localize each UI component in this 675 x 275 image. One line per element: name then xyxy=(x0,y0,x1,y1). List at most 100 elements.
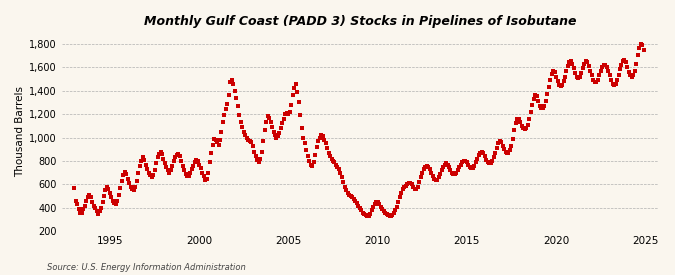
Point xyxy=(225,80,236,85)
Point xyxy=(557,82,568,87)
Point xyxy=(529,97,539,101)
Point xyxy=(74,207,84,211)
Point xyxy=(146,175,157,180)
Point xyxy=(212,140,223,144)
Point xyxy=(267,125,277,129)
Point xyxy=(429,176,439,181)
Point xyxy=(186,167,197,171)
Point xyxy=(200,178,211,182)
Point xyxy=(284,109,295,114)
Point xyxy=(107,199,118,203)
Point xyxy=(515,120,526,125)
Point xyxy=(545,78,556,82)
Point xyxy=(421,164,432,168)
Point xyxy=(552,79,563,83)
Point xyxy=(171,153,182,157)
Point xyxy=(140,162,151,167)
Point xyxy=(613,73,624,78)
Point xyxy=(512,117,523,121)
Point xyxy=(128,188,139,192)
Point xyxy=(326,156,337,161)
Point xyxy=(535,104,545,108)
Point xyxy=(547,68,558,73)
Point xyxy=(598,63,609,67)
Point xyxy=(342,191,353,195)
Point xyxy=(516,123,527,128)
Point xyxy=(264,116,275,120)
Point xyxy=(447,170,458,175)
Point xyxy=(478,151,489,155)
Point xyxy=(90,206,101,210)
Point xyxy=(164,170,175,175)
Point xyxy=(280,112,291,116)
Point xyxy=(268,130,279,134)
Point xyxy=(470,160,481,164)
Point xyxy=(305,162,316,167)
Point xyxy=(360,213,371,217)
Point xyxy=(91,209,102,214)
Point xyxy=(451,170,462,175)
Point xyxy=(531,94,542,99)
Point xyxy=(333,167,344,171)
Point xyxy=(583,64,594,68)
Point xyxy=(381,211,392,216)
Point xyxy=(402,182,413,187)
Point xyxy=(494,139,505,143)
Point xyxy=(442,162,453,167)
Point xyxy=(132,179,142,183)
Point xyxy=(237,125,248,129)
Point xyxy=(306,164,317,168)
Point xyxy=(139,158,150,162)
Point xyxy=(103,187,114,191)
Point xyxy=(491,146,502,150)
Point xyxy=(274,131,285,135)
Point xyxy=(122,176,133,181)
Point xyxy=(354,206,365,210)
Point xyxy=(631,61,642,66)
Point xyxy=(191,158,202,162)
Point xyxy=(189,160,200,164)
Point xyxy=(527,103,538,107)
Point xyxy=(261,120,271,125)
Point xyxy=(533,99,543,103)
Point xyxy=(137,155,148,160)
Point xyxy=(383,213,394,217)
Point xyxy=(273,134,284,139)
Point xyxy=(466,166,477,170)
Point xyxy=(279,117,290,121)
Point xyxy=(97,200,108,204)
Point xyxy=(163,168,173,173)
Point xyxy=(589,80,600,85)
Point xyxy=(612,78,622,82)
Point xyxy=(99,194,109,198)
Point xyxy=(551,74,562,79)
Point xyxy=(346,194,356,198)
Point xyxy=(253,160,264,164)
Point xyxy=(319,138,329,142)
Point xyxy=(479,154,490,158)
Point xyxy=(572,74,583,79)
Point xyxy=(207,142,218,147)
Point xyxy=(601,65,612,69)
Point xyxy=(618,59,628,64)
Point xyxy=(464,165,475,169)
Point xyxy=(221,107,232,112)
Point xyxy=(546,72,557,76)
Point xyxy=(144,173,155,177)
Point xyxy=(392,205,402,209)
Point xyxy=(286,103,297,107)
Point xyxy=(213,142,224,147)
Point xyxy=(570,71,580,75)
Point xyxy=(423,165,433,169)
Point xyxy=(92,211,103,216)
Point xyxy=(298,135,308,140)
Point xyxy=(84,193,95,197)
Point xyxy=(283,112,294,116)
Point xyxy=(222,101,233,106)
Point xyxy=(94,209,105,214)
Point xyxy=(170,155,181,160)
Point xyxy=(250,154,261,158)
Point xyxy=(502,151,512,155)
Point xyxy=(96,206,107,210)
Point xyxy=(178,164,188,168)
